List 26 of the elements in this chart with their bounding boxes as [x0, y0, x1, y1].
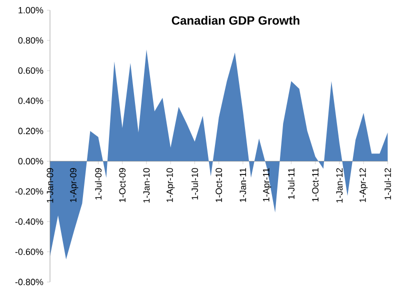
x-tick-label: 1-Jan-12	[336, 168, 343, 203]
y-tick-label: 1.00%	[18, 7, 44, 14]
x-tick-label: 1-Jan-11	[240, 168, 246, 202]
y-tick-label: 0.80%	[18, 37, 44, 44]
x-tick-label: 1-Jan-09	[46, 168, 54, 203]
y-tick-label: 0.40%	[18, 98, 44, 104]
x-tick-label: 1-Jul-10	[191, 168, 198, 200]
x-tick-label: 1-Jul-09	[94, 168, 102, 200]
y-tick-label: 0.00%	[18, 158, 44, 164]
x-tick-label: 1-Apr-09	[70, 168, 78, 202]
y-tick-label: -0.60%	[15, 248, 44, 255]
x-tick-label: 1-Apr-10	[166, 168, 175, 202]
x-tick-label: 1-Jan-10	[143, 168, 150, 203]
x-tick-label: 1-Apr-11	[263, 168, 272, 202]
y-tick-label: -0.20%	[15, 188, 44, 195]
x-tick-label: 1-Oct-10	[216, 168, 222, 202]
chart-title: Canadian GDP Growth	[172, 16, 300, 25]
y-tick-label: 0.20%	[18, 128, 44, 134]
y-tick-label: -0.80%	[15, 278, 44, 286]
y-tick-label: 0.60%	[18, 67, 44, 74]
x-tick-label: 1-Oct-09	[119, 168, 126, 202]
x-tick-label: 1-Oct-11	[312, 168, 319, 202]
y-tick-label: -0.40%	[15, 218, 44, 225]
x-tick-label: 1-Jul-12	[384, 168, 391, 200]
x-tick-label: 1-Apr-12	[359, 168, 368, 202]
x-tick-label: 1-Jul-11	[288, 168, 295, 199]
